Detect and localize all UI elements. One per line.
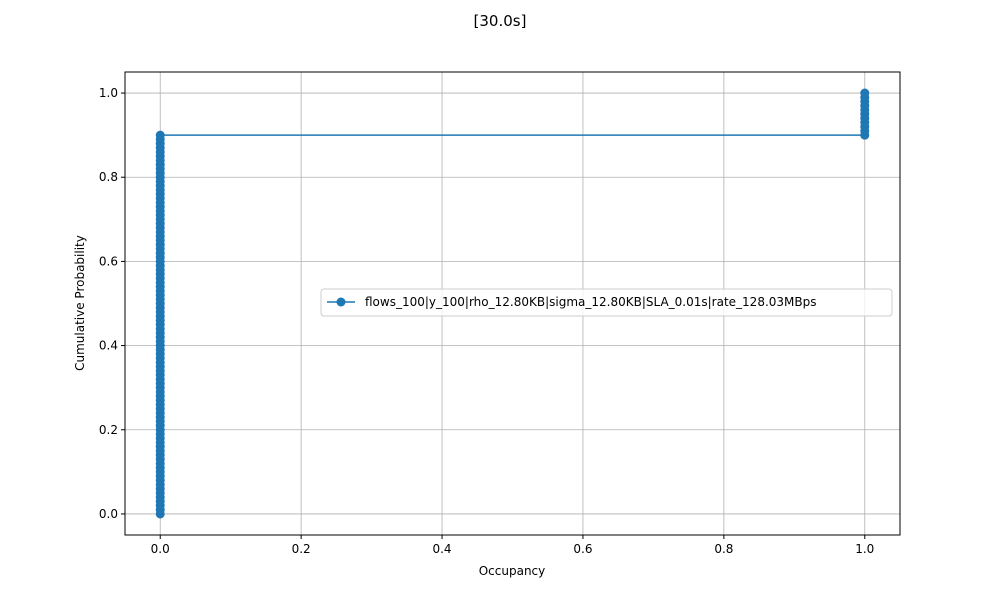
data-point <box>860 88 870 98</box>
data-point <box>155 130 165 140</box>
x-tick-label: 1.0 <box>855 542 874 556</box>
x-tick-label: 0.0 <box>151 542 170 556</box>
legend-marker <box>336 297 346 307</box>
x-axis-label: Occupancy <box>479 564 546 578</box>
x-tick-label: 0.6 <box>573 542 592 556</box>
y-axis-label: Cumulative Probability <box>73 235 87 371</box>
x-tick-label: 0.4 <box>432 542 451 556</box>
y-tick-label: 0.6 <box>99 254 118 268</box>
series-layer <box>155 88 870 519</box>
legend-label: flows_100|y_100|rho_12.80KB|sigma_12.80K… <box>365 295 817 309</box>
y-tick-label: 0.2 <box>99 423 118 437</box>
y-tick-label: 1.0 <box>99 86 118 100</box>
plot-frame <box>124 71 901 536</box>
y-tick-label: 0.8 <box>99 170 118 184</box>
ticks: 0.0 0.2 0.4 0.6 0.8 1.0 0.0 0.2 0.4 0.6 0.8 1.0 <box>99 86 874 556</box>
legend-box <box>320 288 893 317</box>
y-tick-label: 0.0 <box>99 507 118 521</box>
x-tick-label: 0.8 <box>714 542 733 556</box>
x-tick-label: 0.2 <box>292 542 311 556</box>
y-tick-label: 0.4 <box>99 339 118 353</box>
chart-title: [30.0s] <box>474 12 527 30</box>
legend: flows_100|y_100|rho_12.80KB|sigma_12.80K… <box>320 288 893 317</box>
